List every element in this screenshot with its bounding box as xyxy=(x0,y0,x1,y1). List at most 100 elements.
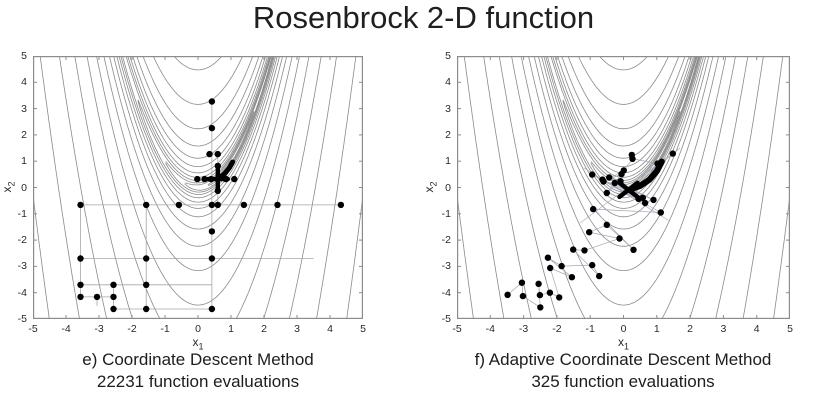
contour-line xyxy=(118,56,278,209)
contour-line xyxy=(554,56,693,167)
contour-line xyxy=(543,56,705,209)
y-tick-label: 0 xyxy=(21,181,27,194)
contour-line xyxy=(457,195,790,319)
axes-frame xyxy=(33,56,363,319)
y-tick-label: 3 xyxy=(21,102,27,115)
evaluation-point xyxy=(143,305,150,313)
evaluation-point xyxy=(519,292,527,300)
evaluation-point xyxy=(558,262,565,270)
y-tick-label: -1 xyxy=(441,207,451,220)
y-tick-label: 2 xyxy=(445,128,451,141)
contour-line xyxy=(546,56,702,199)
evaluation-point xyxy=(240,201,248,209)
contour-line xyxy=(109,56,288,247)
contour-line xyxy=(598,56,649,71)
x-tick-label: 2 xyxy=(687,323,694,335)
x-tick-label: 1 xyxy=(228,323,234,335)
evaluation-point xyxy=(654,160,661,167)
evaluation-point xyxy=(556,294,563,301)
contour-line xyxy=(533,56,714,247)
evaluation-point xyxy=(628,151,635,159)
evaluation-point xyxy=(600,178,607,185)
evaluation-point xyxy=(536,291,544,299)
contour-line xyxy=(152,56,244,105)
evaluation-point xyxy=(546,289,554,296)
contour-line xyxy=(207,111,255,186)
x-axis-label-right: x1 xyxy=(457,335,790,351)
evaluation-point xyxy=(110,305,117,313)
evaluation-point xyxy=(537,304,544,311)
contour-line xyxy=(137,56,275,195)
contour-line xyxy=(132,56,264,159)
caption-left-evaluations: 22231 function evaluations xyxy=(96,372,300,391)
contour-line xyxy=(463,56,784,319)
contour-line xyxy=(520,56,727,306)
evaluation-point xyxy=(337,201,345,209)
x-tick-label: 0 xyxy=(620,323,627,335)
x-tick-label: -4 xyxy=(61,323,71,335)
y-tick-label: -4 xyxy=(441,286,451,299)
evaluation-point xyxy=(581,247,588,254)
x-tick-label: -5 xyxy=(452,323,462,335)
evaluation-point xyxy=(669,150,676,157)
evaluation-point xyxy=(214,162,221,170)
x-tick-label: -2 xyxy=(552,323,562,335)
contour-line xyxy=(541,56,707,218)
contour-line xyxy=(562,56,697,182)
evaluation-point xyxy=(606,174,613,181)
evaluation-point xyxy=(208,228,216,235)
contour-line xyxy=(103,56,293,271)
contour-line xyxy=(545,56,703,203)
x-tick-label: -2 xyxy=(127,323,137,335)
contour-line xyxy=(113,56,284,230)
evaluation-point xyxy=(110,293,117,301)
y-tick-label: -4 xyxy=(17,286,27,299)
evaluation-point xyxy=(208,255,216,262)
evaluation-point xyxy=(568,274,576,281)
x-axis-label-sub: 1 xyxy=(198,341,204,352)
figure-title: Rosenbrock 2-D function xyxy=(252,0,595,35)
evaluation-point xyxy=(639,194,646,201)
y-tick-label: -5 xyxy=(441,313,451,325)
evaluation-point xyxy=(77,281,84,288)
x-axis-label-base: x xyxy=(192,335,199,349)
contour-line xyxy=(86,56,310,319)
plot-area-coordinate-descent xyxy=(32,55,364,320)
x-tick-label: 1 xyxy=(653,323,660,335)
contour-line xyxy=(116,56,280,218)
evaluation-point xyxy=(201,175,208,183)
contour-line xyxy=(173,56,223,71)
evaluation-point xyxy=(620,167,627,174)
y-tick-label: 5 xyxy=(21,50,27,62)
evaluation-point xyxy=(208,305,216,313)
evaluation-point xyxy=(77,201,84,209)
x-tick-label: 3 xyxy=(294,323,300,335)
x-tick-label: -3 xyxy=(94,323,104,335)
best-point-plus-marker xyxy=(205,166,231,192)
contour-line xyxy=(550,56,696,178)
contour-line xyxy=(127,56,269,174)
caption-left: e) Coordinate Descent Method 22231 funct… xyxy=(23,349,373,393)
contour-line xyxy=(96,56,300,306)
evaluation-point xyxy=(231,175,238,183)
contour-line xyxy=(537,56,710,230)
evaluation-point xyxy=(616,235,623,242)
x-tick-label: -1 xyxy=(585,323,595,335)
evaluation-point xyxy=(274,201,281,209)
contour-line xyxy=(610,56,698,186)
x-tick-label: 3 xyxy=(720,323,727,335)
contour-line xyxy=(561,56,686,147)
evaluation-point xyxy=(504,291,511,298)
contour-plot-svg xyxy=(32,55,364,320)
dense-evaluation-streak xyxy=(216,159,236,181)
contour-line xyxy=(567,56,680,130)
evaluation-point xyxy=(547,264,554,272)
evaluation-point xyxy=(603,221,610,228)
evaluation-point xyxy=(143,201,150,209)
evaluation-point xyxy=(194,175,201,183)
y-tick-label: 1 xyxy=(21,155,27,168)
y-tick-label: 1 xyxy=(445,155,451,168)
evaluation-point xyxy=(603,189,610,197)
evaluation-point xyxy=(630,246,637,253)
y-tick-label: -2 xyxy=(17,234,27,247)
